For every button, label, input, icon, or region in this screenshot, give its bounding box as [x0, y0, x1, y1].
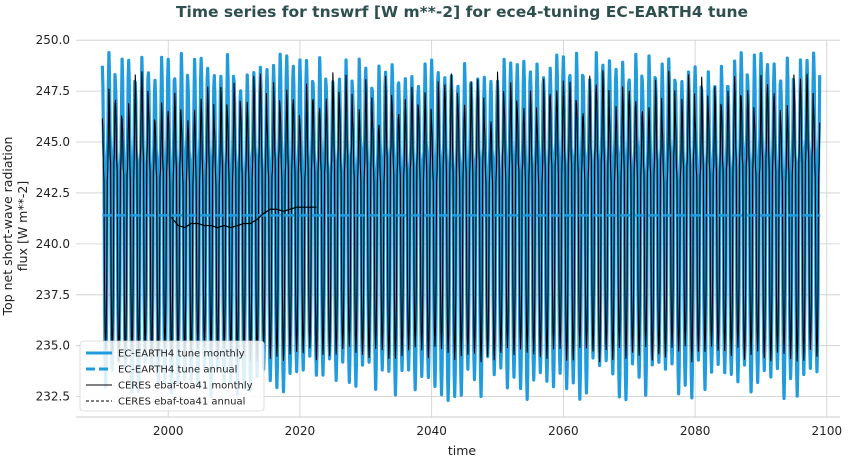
- legend-label-ec-annual: EC-EARTH4 tune annual: [118, 365, 237, 376]
- legend-label-ec-monthly: EC-EARTH4 tune monthly: [118, 349, 245, 360]
- plot-area: [100, 50, 822, 402]
- chart-title: Time series for tnswrf [W m**-2] for ece…: [176, 3, 748, 21]
- ceres-monthly-line: [101, 70, 821, 363]
- legend-box: [79, 340, 265, 412]
- x-axis-label: time: [448, 443, 477, 457]
- y-tick-label: 247.5: [36, 84, 70, 98]
- x-tick-label: 2060: [548, 424, 579, 438]
- y-tick-label: 242.5: [36, 186, 70, 200]
- legend: EC-EARTH4 tune monthly EC-EARTH4 tune an…: [79, 340, 265, 412]
- x-tick-label: 2040: [416, 424, 447, 438]
- y-axis-label-line-1: Top net short-wave radiation: [0, 137, 15, 317]
- y-tick-label: 235.0: [36, 339, 70, 353]
- x-tick-labels: 2000 2020 2040 2060 2080 2100: [153, 424, 842, 438]
- legend-label-ceres-monthly: CERES ebaf-toa41 monthly: [118, 381, 253, 392]
- legend-label-ceres-annual: CERES ebaf-toa41 annual: [118, 397, 245, 408]
- y-axis-label: Top net short-wave radiation flux [W m**…: [0, 137, 30, 317]
- ceres-monthly-series: [101, 70, 821, 363]
- y-tick-label: 250.0: [36, 33, 70, 47]
- ceres-annual-series: [171, 206, 317, 229]
- ceres-annual-line: [171, 206, 317, 229]
- x-tick-label: 2000: [153, 424, 184, 438]
- x-tick-label: 2100: [812, 424, 843, 438]
- x-tick-label: 2080: [680, 424, 711, 438]
- y-tick-label: 245.0: [36, 135, 70, 149]
- y-tick-label: 232.5: [36, 390, 70, 404]
- y-tick-label: 237.5: [36, 288, 70, 302]
- y-tick-labels: 232.5 235.0 237.5 240.0 242.5 245.0 247.5 250.0: [36, 33, 70, 403]
- y-axis-label-line-2: flux [W m**-2]: [15, 181, 30, 271]
- x-tick-label: 2020: [285, 424, 316, 438]
- y-tick-label: 240.0: [36, 237, 70, 251]
